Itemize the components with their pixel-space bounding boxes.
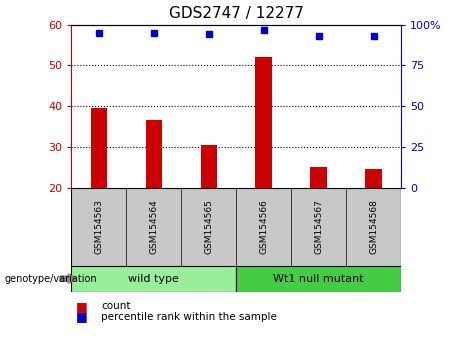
Bar [91,108,107,188]
Text: wild type: wild type [129,274,179,284]
Text: count: count [101,301,131,311]
Text: genotype/variation: genotype/variation [5,274,97,284]
Text: percentile rank within the sample: percentile rank within the sample [101,312,278,322]
Bar [366,169,382,188]
Text: GSM154568: GSM154568 [369,199,378,254]
Bar [236,266,401,292]
Bar [71,266,236,292]
Title: GDS2747 / 12277: GDS2747 / 12277 [169,6,304,21]
Text: GSM154565: GSM154565 [204,199,213,254]
Text: GSM154563: GSM154563 [95,199,103,254]
Bar [310,167,327,188]
Bar [146,120,162,188]
Text: GSM154567: GSM154567 [314,199,323,254]
Text: Wt1 null mutant: Wt1 null mutant [273,274,364,284]
Bar [255,57,272,188]
Text: ■: ■ [76,310,88,323]
Text: ■: ■ [76,300,88,313]
Text: GSM154564: GSM154564 [149,199,159,254]
Bar [201,145,217,188]
Text: GSM154566: GSM154566 [259,199,268,254]
